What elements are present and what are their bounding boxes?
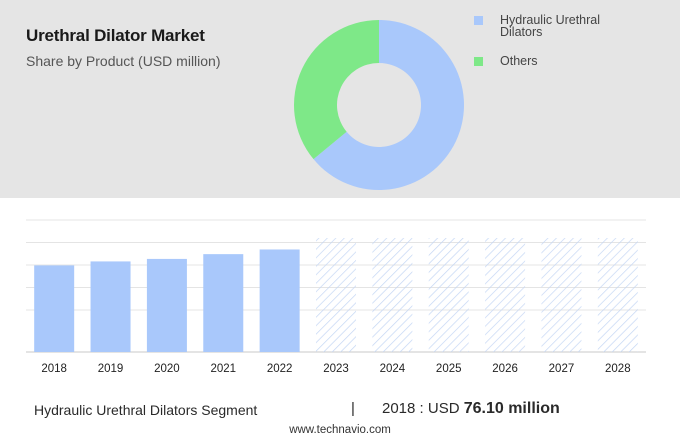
bar-2018 <box>34 265 75 352</box>
donut-slice <box>313 20 464 190</box>
x-tick-label: 2027 <box>549 363 575 375</box>
footer-divider: | <box>351 400 355 417</box>
x-tick-label: 2026 <box>492 363 518 375</box>
footer-value-label: 2018 : USD <box>382 400 460 417</box>
forecast-bar-2026 <box>485 238 526 352</box>
forecast-bar-2023 <box>316 238 356 352</box>
chart-subtitle: Share by Product (USD million) <box>26 53 221 69</box>
bar-2020 <box>146 258 187 352</box>
x-tick-label: 2024 <box>380 363 406 375</box>
footer-segment-label: Hydraulic Urethral Dilators Segment <box>34 402 258 418</box>
forecast-bar-2024 <box>372 238 413 352</box>
footer-value: 2018 : USD 76.10 million <box>382 400 560 418</box>
x-tick-label: 2020 <box>154 363 180 375</box>
forecast-bar-2027 <box>541 238 582 352</box>
legend-label: Others <box>500 54 538 68</box>
x-tick-label: 2019 <box>98 363 124 375</box>
x-tick-label: 2025 <box>436 363 462 375</box>
x-tick-label: 2028 <box>605 363 631 375</box>
x-tick-label: 2023 <box>323 363 349 375</box>
chart-title: Urethral Dilator Market <box>26 26 205 45</box>
donut-chart <box>294 20 464 190</box>
legend-label: Hydraulic Urethral Dilators <box>500 13 601 39</box>
bar-2022 <box>259 249 300 352</box>
bar-2021 <box>203 254 244 352</box>
x-tick-label: 2021 <box>210 363 236 375</box>
x-tick-label: 2022 <box>267 363 293 375</box>
forecast-bar-2025 <box>428 238 469 352</box>
legend-swatch <box>474 16 483 25</box>
source-credit: www.technavio.com <box>289 424 391 436</box>
bar-chart: 2018 2019 2020 2021 2022 2023 2024 2025 2026 2027… <box>26 219 646 375</box>
donut-slice <box>294 20 379 160</box>
bar-2019 <box>90 261 131 352</box>
forecast-bar-2028 <box>597 238 638 352</box>
footer-value-number: 76.10 million <box>463 400 560 417</box>
x-tick-label: 2018 <box>41 363 67 375</box>
legend-swatch <box>474 57 483 66</box>
